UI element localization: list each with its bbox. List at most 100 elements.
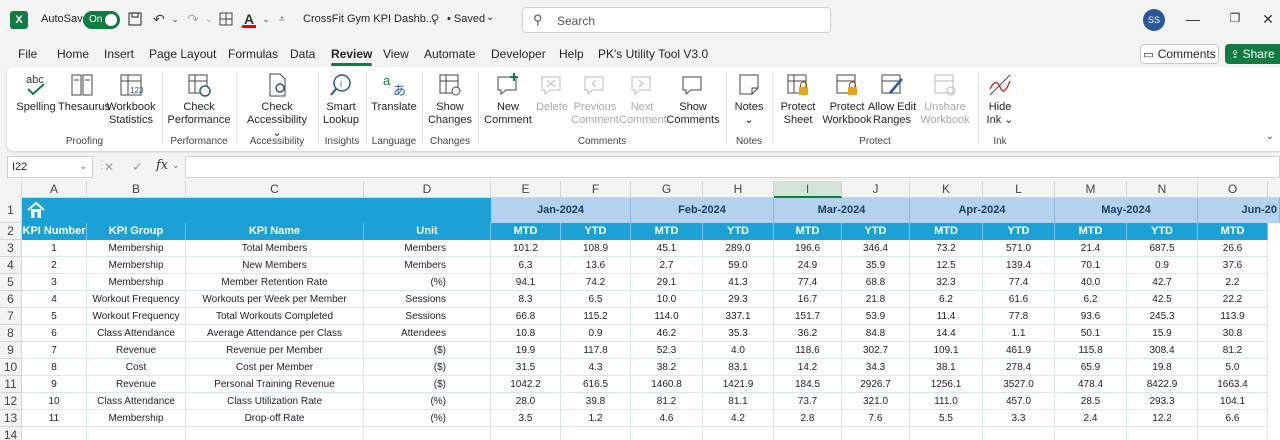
table-cell[interactable]: 111.0	[910, 393, 983, 410]
table-cell[interactable]: 184.5	[774, 376, 842, 393]
empty-cell[interactable]	[186, 427, 364, 440]
redo-dropdown-icon[interactable]: ⌄	[205, 13, 213, 24]
table-cell[interactable]: ($)	[364, 342, 491, 359]
table-cell[interactable]: 346.4	[842, 240, 910, 257]
new-comment-button[interactable]: New Comment	[483, 71, 533, 127]
table-cell[interactable]: 118.6	[774, 342, 842, 359]
column-header[interactable]: L	[983, 181, 1055, 198]
table-cell[interactable]: 6.5	[561, 291, 631, 308]
table-cell[interactable]: Member Retention Rate	[186, 274, 364, 291]
table-cell[interactable]: 4.6	[631, 410, 703, 427]
saved-status[interactable]: • Saved	[447, 13, 486, 25]
table-cell[interactable]: Class Attendance	[87, 393, 186, 410]
table-cell[interactable]: 77.8	[983, 308, 1055, 325]
table-cell[interactable]: 1460.8	[631, 376, 703, 393]
table-cell[interactable]: 5	[22, 308, 87, 325]
table-cell[interactable]: 66.8	[491, 308, 561, 325]
table-cell[interactable]: 19.8	[1127, 359, 1198, 376]
table-cell[interactable]: 461.9	[983, 342, 1055, 359]
row-header[interactable]: 7	[0, 308, 22, 325]
row-header[interactable]: 1	[0, 198, 22, 223]
table-cell[interactable]: 37.6	[1198, 257, 1268, 274]
table-cell[interactable]: Total Workouts Completed	[186, 308, 364, 325]
undo-dropdown-icon[interactable]: ⌄	[171, 13, 179, 24]
table-cell[interactable]: 38.2	[631, 359, 703, 376]
empty-cell[interactable]	[1198, 427, 1268, 440]
row-header[interactable]: 13	[0, 410, 22, 427]
table-cell[interactable]: 1042.2	[491, 376, 561, 393]
table-cell[interactable]: 46.2	[631, 325, 703, 342]
table-cell[interactable]: 6.2	[1055, 291, 1127, 308]
font-color-dropdown-icon[interactable]: ⌄	[262, 13, 270, 24]
show-changes-button[interactable]: Show Changes	[427, 71, 473, 127]
table-cell[interactable]: 8.3	[491, 291, 561, 308]
table-cell[interactable]: 14.4	[910, 325, 983, 342]
table-cell[interactable]: 139.4	[983, 257, 1055, 274]
table-cell[interactable]: 0.9	[1127, 257, 1198, 274]
table-cell[interactable]: 457.0	[983, 393, 1055, 410]
table-cell[interactable]: 2	[22, 257, 87, 274]
name-box[interactable]: I22 ⌄	[7, 156, 93, 178]
table-cell[interactable]: 84.8	[842, 325, 910, 342]
table-cell[interactable]: 6.2	[910, 291, 983, 308]
comments-button[interactable]: ▭ Comments	[1140, 44, 1219, 64]
tab-formulas[interactable]: Formulas	[228, 47, 279, 61]
row-header[interactable]: 6	[0, 291, 22, 308]
row-header[interactable]: 8	[0, 325, 22, 342]
table-cell[interactable]: 74.2	[561, 274, 631, 291]
row-header[interactable]: 4	[0, 257, 22, 274]
table-cell[interactable]: 81.1	[703, 393, 774, 410]
table-cell[interactable]: 15.9	[1127, 325, 1198, 342]
table-cell[interactable]: ($)	[364, 359, 491, 376]
table-cell[interactable]: 0.9	[561, 325, 631, 342]
table-cell[interactable]: 2.4	[1055, 410, 1127, 427]
table-cell[interactable]: New Members	[186, 257, 364, 274]
table-cell[interactable]: Total Members	[186, 240, 364, 257]
row-header[interactable]: 3	[0, 240, 22, 257]
table-cell[interactable]: 24.9	[774, 257, 842, 274]
table-cell[interactable]: 5.5	[910, 410, 983, 427]
empty-cell[interactable]	[631, 427, 703, 440]
notes-button[interactable]: Notes ⌄	[730, 71, 768, 127]
customize-toolbar-icon[interactable]: ⩡	[279, 13, 285, 25]
table-cell[interactable]: 687.5	[1127, 240, 1198, 257]
table-cell[interactable]: 65.9	[1055, 359, 1127, 376]
table-cell[interactable]: 3527.0	[983, 376, 1055, 393]
empty-cell[interactable]	[491, 427, 561, 440]
table-cell[interactable]: 109.1	[910, 342, 983, 359]
table-cell[interactable]: 616.5	[561, 376, 631, 393]
table-cell[interactable]: 117.8	[561, 342, 631, 359]
table-cell[interactable]: Personal Training Revenue	[186, 376, 364, 393]
row-header[interactable]: 10	[0, 359, 22, 376]
table-cell[interactable]: 42.7	[1127, 274, 1198, 291]
column-header[interactable]: A	[22, 181, 87, 198]
empty-cell[interactable]	[774, 427, 842, 440]
table-cell[interactable]: 4	[22, 291, 87, 308]
table-cell[interactable]: 7.6	[842, 410, 910, 427]
spelling-button[interactable]: abc Spelling	[15, 71, 57, 114]
table-cell[interactable]: 21.8	[842, 291, 910, 308]
column-header[interactable]: G	[631, 181, 703, 198]
table-cell[interactable]: Drop-off Rate	[186, 410, 364, 427]
table-cell[interactable]: 59.0	[703, 257, 774, 274]
table-cell[interactable]: 83.1	[703, 359, 774, 376]
font-color-icon[interactable]: A	[242, 11, 256, 28]
column-header[interactable]: H	[703, 181, 774, 198]
table-cell[interactable]: 53.9	[842, 308, 910, 325]
delete-comment-button[interactable]: Delete	[534, 71, 570, 114]
tab-review[interactable]: Review	[331, 47, 373, 66]
table-cell[interactable]: 7	[22, 342, 87, 359]
table-cell[interactable]: 13.6	[561, 257, 631, 274]
table-cell[interactable]: 39.8	[561, 393, 631, 410]
table-cell[interactable]: 22.2	[1198, 291, 1268, 308]
table-cell[interactable]: 2.8	[774, 410, 842, 427]
tab-developer[interactable]: Developer	[491, 47, 546, 61]
table-cell[interactable]: 31.5	[491, 359, 561, 376]
table-cell[interactable]: 16.7	[774, 291, 842, 308]
table-cell[interactable]: 41.3	[703, 274, 774, 291]
table-cell[interactable]: 114.0	[631, 308, 703, 325]
table-cell[interactable]: 1.1	[983, 325, 1055, 342]
table-cell[interactable]: 11.4	[910, 308, 983, 325]
table-cell[interactable]: Members	[364, 257, 491, 274]
